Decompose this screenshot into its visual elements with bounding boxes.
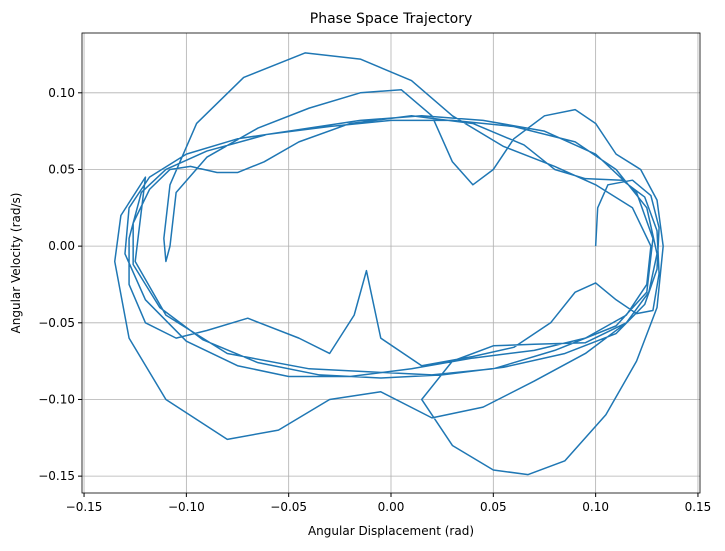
- x-axis-label: Angular Displacement (rad): [308, 524, 474, 538]
- x-tick-label: 0.15: [685, 500, 712, 514]
- plot-frame: [81, 32, 701, 494]
- x-tick-label: 0.00: [378, 500, 405, 514]
- x-tick-label: 0.10: [582, 500, 609, 514]
- chart-title: Phase Space Trajectory: [310, 11, 473, 27]
- y-tick-label: 0.10: [48, 86, 75, 100]
- y-tick-label: 0.00: [48, 239, 75, 253]
- y-tick-label: −0.05: [38, 316, 75, 330]
- y-axis-label: Angular Velocity (rad/s): [9, 193, 23, 334]
- x-tick-label: 0.05: [480, 500, 507, 514]
- x-tick-label: −0.05: [270, 500, 307, 514]
- trajectory-line: [113, 52, 664, 476]
- y-tick-label: −0.10: [38, 392, 75, 406]
- x-tick-label: −0.15: [66, 500, 103, 514]
- y-tick-label: 0.05: [48, 162, 75, 176]
- x-tick-label: −0.10: [168, 500, 205, 514]
- y-tick-label: −0.15: [38, 469, 75, 483]
